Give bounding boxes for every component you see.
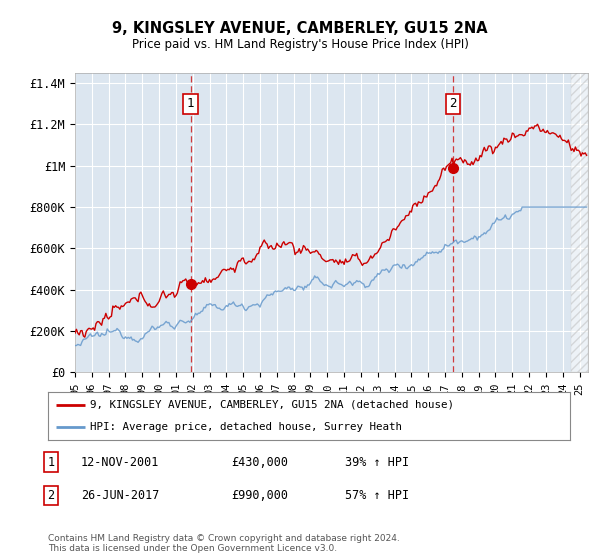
Text: 9, KINGSLEY AVENUE, CAMBERLEY, GU15 2NA: 9, KINGSLEY AVENUE, CAMBERLEY, GU15 2NA — [112, 21, 488, 36]
Text: 9, KINGSLEY AVENUE, CAMBERLEY, GU15 2NA (detached house): 9, KINGSLEY AVENUE, CAMBERLEY, GU15 2NA … — [90, 400, 454, 410]
Text: This data is licensed under the Open Government Licence v3.0.: This data is licensed under the Open Gov… — [48, 544, 337, 553]
Text: 57% ↑ HPI: 57% ↑ HPI — [345, 489, 409, 502]
Text: 1: 1 — [47, 455, 55, 469]
Text: £430,000: £430,000 — [231, 455, 288, 469]
Bar — [571, 73, 588, 372]
Text: 1: 1 — [187, 97, 194, 110]
Text: 2: 2 — [449, 97, 457, 110]
Text: 26-JUN-2017: 26-JUN-2017 — [81, 489, 160, 502]
Text: HPI: Average price, detached house, Surrey Heath: HPI: Average price, detached house, Surr… — [90, 422, 402, 432]
Text: Price paid vs. HM Land Registry's House Price Index (HPI): Price paid vs. HM Land Registry's House … — [131, 38, 469, 51]
Text: 2: 2 — [47, 489, 55, 502]
Text: 12-NOV-2001: 12-NOV-2001 — [81, 455, 160, 469]
Text: Contains HM Land Registry data © Crown copyright and database right 2024.: Contains HM Land Registry data © Crown c… — [48, 534, 400, 543]
Text: 39% ↑ HPI: 39% ↑ HPI — [345, 455, 409, 469]
Text: £990,000: £990,000 — [231, 489, 288, 502]
